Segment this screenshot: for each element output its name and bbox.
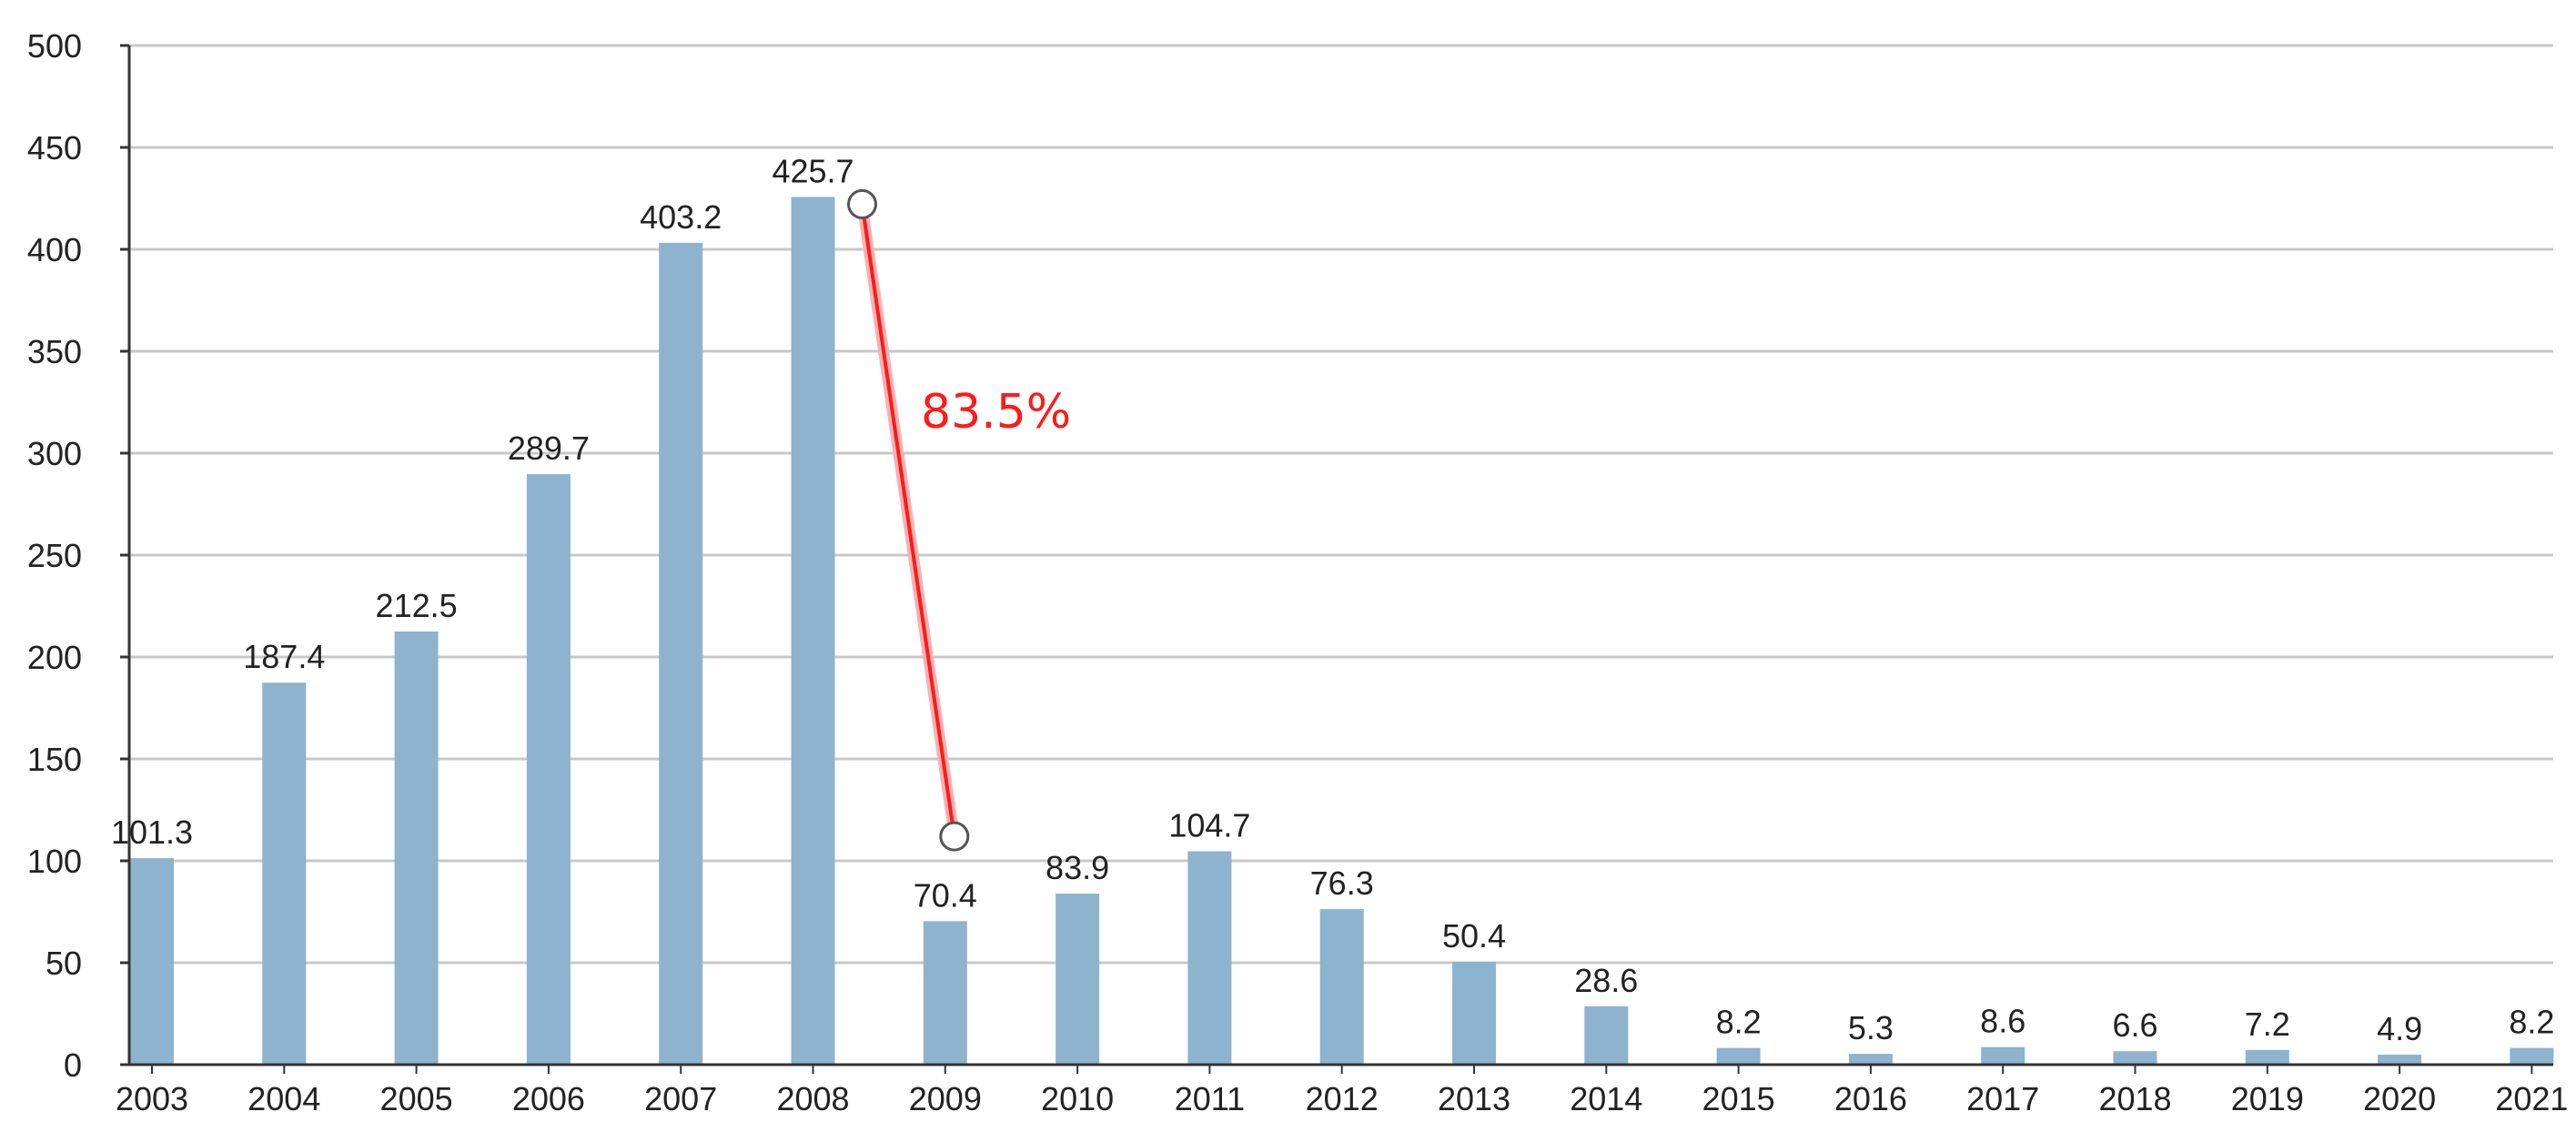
x-tick-label: 2019 — [2231, 1080, 2304, 1117]
x-axis-ticks: 2003 2004 2005 2006 2007 2008 2009 2010 2011 2012… — [116, 1065, 2568, 1117]
y-tick-label: 300 — [27, 435, 82, 472]
y-tick-label: 200 — [27, 639, 82, 676]
bars — [130, 197, 2554, 1065]
data-label: 8.2 — [1716, 1004, 1762, 1041]
data-label: 50.4 — [1442, 917, 1506, 955]
y-tick-label: 500 — [27, 27, 82, 65]
x-tick-label: 2017 — [1966, 1080, 2039, 1117]
data-label: 70.4 — [914, 876, 977, 914]
x-tick-label: 2021 — [2495, 1080, 2568, 1117]
bar — [2113, 1051, 2157, 1065]
gridlines — [129, 44, 2553, 965]
bar — [1981, 1046, 2025, 1065]
bar — [262, 682, 307, 1065]
x-tick-label: 2013 — [1438, 1080, 1510, 1117]
x-tick-label: 2015 — [1702, 1080, 1775, 1117]
bar — [526, 474, 571, 1065]
y-tick-label: 100 — [27, 843, 82, 880]
data-label: 425.7 — [772, 152, 854, 189]
bar — [1584, 1006, 1629, 1065]
x-tick-label: 2007 — [644, 1080, 717, 1117]
bar — [1187, 851, 1232, 1065]
annotation-label: 83.5% — [921, 385, 1071, 440]
x-tick-label: 2018 — [2098, 1080, 2171, 1117]
data-label: 76.3 — [1310, 864, 1374, 902]
x-tick-label: 2009 — [909, 1080, 982, 1117]
data-label: 7.2 — [2245, 1006, 2290, 1043]
y-tick-label: 450 — [27, 129, 82, 167]
y-tick-label: 250 — [27, 537, 82, 574]
x-tick-label: 2012 — [1306, 1080, 1379, 1117]
bar — [1056, 894, 1100, 1065]
x-tick-label: 2006 — [512, 1080, 585, 1117]
annotation-line — [860, 204, 956, 837]
y-axis-ticks: 0 50 100 150 200 250 300 350 400 450 500 — [27, 27, 129, 1084]
data-label: 101.3 — [111, 814, 193, 851]
x-tick-label: 2004 — [247, 1080, 320, 1117]
data-label: 8.6 — [1980, 1003, 2025, 1040]
x-tick-label: 2010 — [1041, 1080, 1114, 1117]
bar — [130, 858, 174, 1065]
x-tick-label: 2005 — [380, 1080, 453, 1117]
bar — [394, 632, 439, 1065]
x-tick-label: 2016 — [1834, 1080, 1907, 1117]
data-label: 187.4 — [243, 638, 325, 675]
data-label: 4.9 — [2377, 1010, 2422, 1047]
bar — [923, 921, 967, 1065]
data-label: 104.7 — [1168, 806, 1250, 844]
bar — [1452, 962, 1496, 1065]
bar — [1848, 1054, 1893, 1065]
y-tick-label: 0 — [64, 1046, 82, 1084]
bar — [2378, 1055, 2422, 1065]
bar — [1319, 909, 1364, 1065]
data-label: 5.3 — [1848, 1009, 1894, 1046]
data-label: 6.6 — [2112, 1006, 2157, 1044]
annotation-start-marker — [847, 188, 877, 219]
x-tick-label: 2008 — [776, 1080, 849, 1117]
data-label: 8.2 — [2509, 1004, 2554, 1041]
y-tick-label: 150 — [27, 741, 82, 778]
annotation-end-marker — [939, 821, 970, 852]
bar — [1716, 1047, 1761, 1065]
data-label: 289.7 — [508, 430, 590, 467]
x-tick-label: 2003 — [116, 1080, 188, 1117]
data-label: 28.6 — [1574, 962, 1638, 999]
x-tick-label: 2011 — [1175, 1080, 1245, 1117]
data-label: 403.2 — [640, 198, 722, 236]
bar — [2245, 1049, 2289, 1065]
data-label: 83.9 — [1046, 849, 1109, 886]
bar — [791, 197, 835, 1065]
y-tick-label: 50 — [45, 945, 82, 982]
y-tick-label: 400 — [27, 231, 82, 268]
x-tick-label: 2014 — [1570, 1080, 1642, 1117]
y-tick-label: 350 — [27, 333, 82, 370]
bar — [659, 242, 703, 1065]
data-label: 212.5 — [376, 587, 458, 624]
annotation-group: 83.5% — [847, 188, 1071, 852]
x-tick-label: 2020 — [2363, 1080, 2436, 1117]
bar — [2510, 1047, 2554, 1065]
data-labels: 101.3 187.4 212.5 289.7 403.2 425.7 70.4 83.9 10… — [111, 152, 2554, 1047]
